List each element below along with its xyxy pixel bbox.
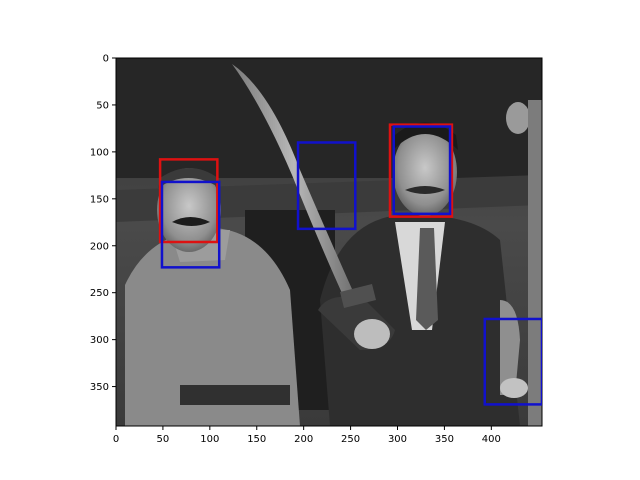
x-axis: 0 50 100 150 200 250 300 350 400: [113, 426, 501, 445]
y-tick-label: 200: [90, 241, 109, 252]
y-tick-label: 100: [90, 147, 109, 158]
y-tick-label: 350: [90, 382, 109, 393]
y-tick-label: 50: [96, 100, 109, 111]
x-tick-label: 400: [482, 434, 501, 445]
bounding-boxes: [158, 123, 542, 406]
x-tick-label: 0: [113, 434, 119, 445]
bounding-box-blue-3: [392, 125, 452, 216]
bounding-box-blue-2: [296, 141, 357, 231]
axes-frame: [115, 57, 543, 427]
y-tick-label: 250: [90, 288, 109, 299]
x-tick-label: 100: [200, 434, 219, 445]
bounding-box-red-2: [388, 123, 454, 218]
bounding-box-blue-4: [483, 317, 542, 406]
y-tick-label: 150: [90, 194, 109, 205]
x-tick-label: 50: [157, 434, 170, 445]
x-tick-label: 350: [435, 434, 454, 445]
x-tick-label: 150: [247, 434, 266, 445]
y-tick-label: 0: [103, 54, 109, 65]
bounding-box-red-1: [158, 158, 219, 244]
bounding-box-blue-1: [160, 180, 221, 269]
x-tick-label: 200: [294, 434, 313, 445]
x-tick-label: 250: [341, 434, 360, 445]
photograph: [116, 58, 542, 426]
y-axis: 0 50 100 150 200 250 300 350: [90, 54, 116, 393]
x-tick-label: 300: [388, 434, 407, 445]
y-tick-label: 300: [90, 335, 109, 346]
